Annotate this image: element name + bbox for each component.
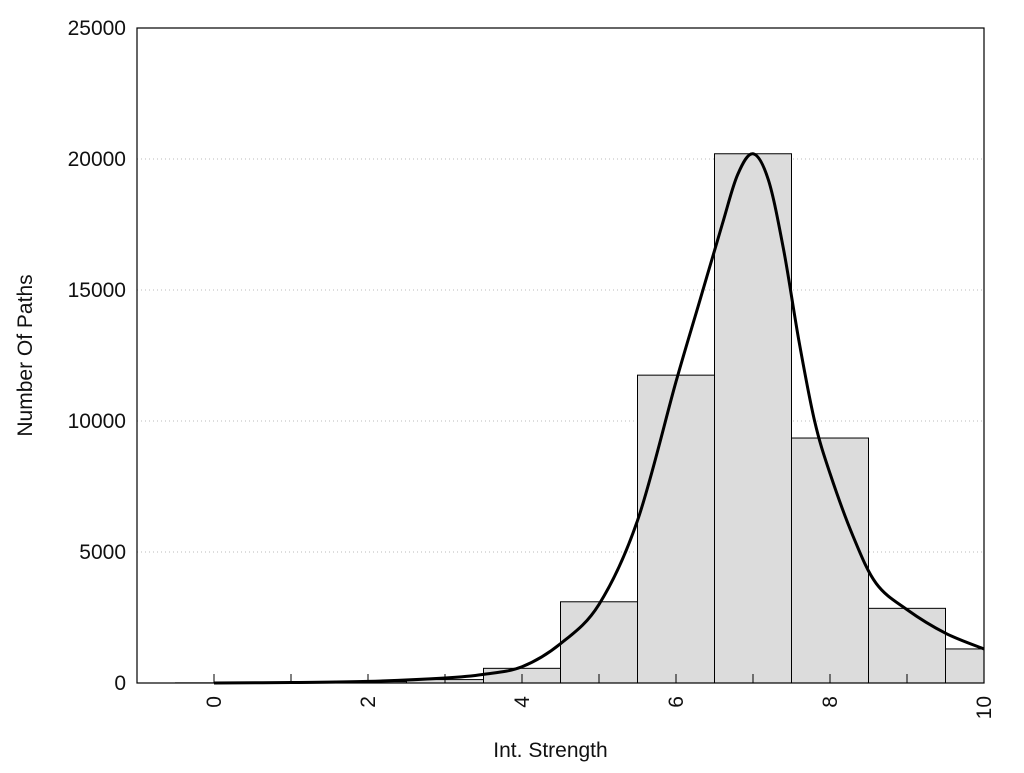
y-tick-label: 10000 [68,410,126,433]
x-tick-label: 8 [819,696,842,708]
x-axis-label: Int. Strength [493,739,607,762]
bar [869,608,946,683]
x-tick-label: 4 [511,696,534,708]
y-tick-label: 15000 [68,279,126,302]
y-tick-label: 5000 [79,541,126,564]
bars [176,154,985,683]
y-tick-label: 20000 [68,148,126,171]
bar [638,375,715,683]
x-tick-label: 10 [973,696,996,719]
bar [946,649,985,683]
x-tick-label: 2 [357,696,380,708]
bar [561,602,638,683]
y-axis: 0 5000 10000 15000 20000 25000 [68,17,126,695]
x-tick-label: 6 [665,696,688,708]
x-tick-label: 0 [203,696,226,708]
y-tick-label: 25000 [68,17,126,40]
y-axis-label: Number Of Paths [14,274,37,436]
y-tick-label: 0 [114,672,126,695]
